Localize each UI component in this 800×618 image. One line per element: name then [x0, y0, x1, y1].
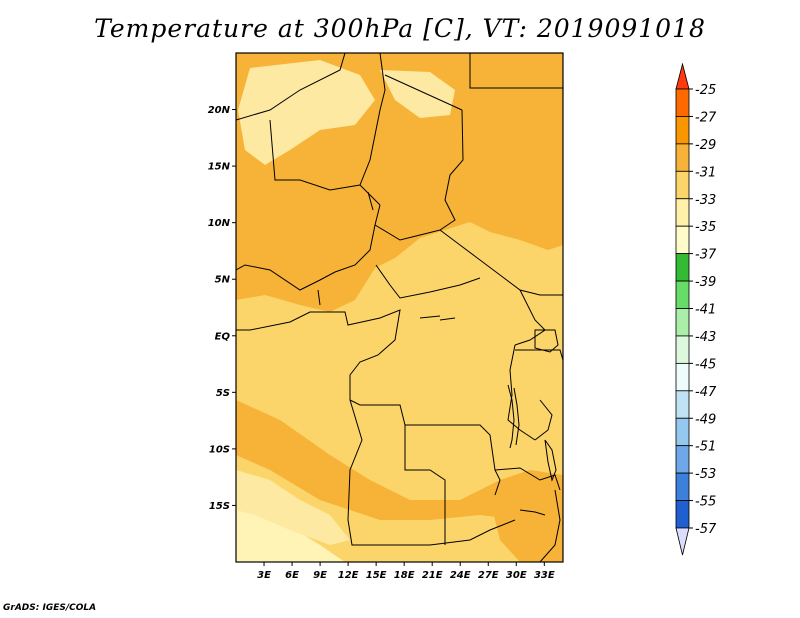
coastline [236, 311, 328, 331]
lon-tick-label: 24E [450, 570, 471, 581]
lon-tick-label: 6E [285, 570, 299, 581]
lake-tanganyika [507, 384, 515, 449]
colorbar-segment [675, 116, 690, 145]
colorbar-label: -47 [695, 385, 717, 400]
border-line [469, 53, 563, 89]
lake-kariba [519, 509, 546, 516]
river-segment [419, 315, 441, 319]
border-line [507, 344, 536, 441]
border-line [539, 489, 561, 562]
border-line [534, 399, 553, 441]
border-line [375, 264, 481, 299]
colorbar-segment [675, 170, 690, 200]
colorbar-segment [675, 472, 690, 501]
colorbar-label: -57 [695, 522, 717, 537]
colorbar-segment [675, 500, 690, 529]
plot-frame [235, 52, 564, 563]
lon-tick-label: 27E [478, 570, 499, 581]
temperature-field [236, 53, 563, 562]
border-line [236, 53, 346, 121]
colorbar-segment [675, 280, 690, 309]
colorbar-segment [675, 417, 690, 447]
colorbar-segment [675, 88, 690, 117]
border-line [359, 53, 386, 206]
lon-tick-label: 15E [366, 570, 387, 581]
colorbar-segment [675, 143, 690, 172]
lake-volta [367, 191, 374, 211]
lon-tick-label: 21E [422, 570, 443, 581]
border-line [494, 467, 561, 491]
colorbar-label: -39 [695, 275, 716, 290]
colorbar-segment [675, 198, 690, 227]
lat-tick-label: 15N [208, 162, 231, 173]
colorbar-label: -27 [695, 110, 717, 125]
colorbar-label: -49 [695, 412, 716, 427]
lake-malawi [544, 439, 557, 482]
lat-tick-label: 10S [209, 444, 230, 455]
colorbar-segment [675, 335, 690, 364]
border-line [439, 109, 464, 231]
warm-region-southeast [490, 480, 563, 562]
colorbar-segment [675, 308, 690, 337]
lake-victoria [534, 329, 559, 353]
latitude-axis: 20N 15N 10N 5N EQ 5S 10S 15S [208, 105, 236, 512]
border-line [317, 289, 321, 306]
lon-tick-label: 30E [506, 570, 527, 581]
colorbar-label: -25 [695, 83, 716, 98]
colorbar-segment [675, 225, 690, 255]
colorbar-label: -35 [695, 220, 716, 235]
lat-tick-label: EQ [215, 331, 231, 342]
lat-tick-label: 20N [208, 105, 231, 116]
colorbar-segment [675, 390, 690, 419]
river-segment [439, 317, 456, 321]
border-line [269, 119, 361, 191]
border-line [236, 204, 381, 291]
lake-tanganyika [513, 387, 520, 446]
warm-region-southwest [236, 400, 563, 520]
lon-tick-label: 12E [338, 570, 359, 581]
longitude-axis: 3E 6E 9E 12E 15E 18E 21E 24E 27E 30E 33E [257, 562, 555, 581]
border-line [349, 399, 501, 496]
lon-tick-label: 18E [394, 570, 415, 581]
colorbar-label: -55 [695, 495, 716, 510]
border-line [374, 224, 563, 296]
colorbar-label: -53 [695, 467, 716, 482]
light-region-south [236, 470, 350, 545]
colorbar-segment [675, 253, 690, 282]
lon-tick-label: 3E [257, 570, 271, 581]
colorbar-label: -41 [695, 303, 716, 318]
border-line [347, 399, 516, 546]
light-region-north [238, 60, 375, 165]
colorbar-label: -31 [695, 165, 716, 180]
light-region-northeast [380, 70, 455, 118]
border-line [328, 309, 401, 400]
lat-tick-label: 15S [209, 501, 230, 512]
lakes [367, 191, 559, 516]
border-line [515, 349, 563, 361]
colorbar-segment [675, 445, 690, 474]
colorbar-top-arrow [675, 62, 690, 90]
colorbar-label: -33 [695, 193, 716, 208]
lon-tick-label: 9E [313, 570, 327, 581]
colorbar-label: -43 [695, 330, 716, 345]
lon-tick-label: 33E [534, 570, 555, 581]
colorbar-label: -51 [695, 440, 716, 455]
border-line [404, 425, 446, 545]
country-borders [236, 53, 563, 562]
border-line [384, 74, 463, 111]
colorbar-label: -29 [695, 138, 716, 153]
map-title: Temperature at 300hPa [C], VT: 201909101… [94, 14, 706, 43]
lat-tick-label: 5S [216, 388, 230, 399]
colorbar-label: -37 [695, 248, 717, 263]
colorbar-bottom-arrow [675, 527, 690, 556]
lat-tick-label: 5N [215, 275, 231, 286]
lat-tick-label: 10N [208, 218, 231, 229]
colorbar-segment [675, 362, 690, 392]
colorbar-label: -45 [695, 357, 716, 372]
colorbar: -25 -27 -29 -31 -33 -35 -37 -39 -41 -43 -45 -47 -49 -… [675, 62, 717, 556]
grads-credit: GrADS: IGES/COLA [3, 603, 97, 613]
